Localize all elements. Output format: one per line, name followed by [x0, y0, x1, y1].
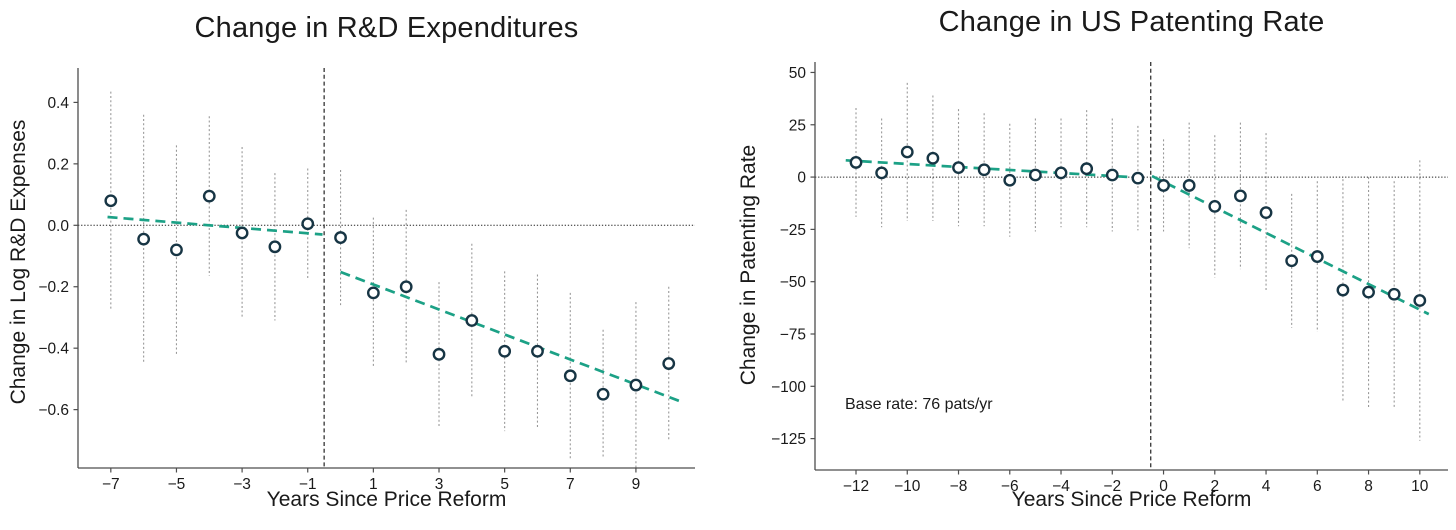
- data-point: [1362, 285, 1375, 299]
- chart-title-patents: Change in US Patenting Rate: [938, 6, 1325, 38]
- data-point: [875, 166, 889, 180]
- data-point: [977, 163, 991, 177]
- x-tick-label: 10: [1411, 478, 1429, 495]
- x-tick-label: −6: [1001, 478, 1019, 495]
- x-tick-label: 8: [1364, 478, 1373, 495]
- y-axis-label-patents: Change in Patenting Rate: [737, 144, 760, 386]
- data-point: [170, 243, 183, 257]
- data-point: [1080, 162, 1094, 176]
- x-tick-label: 9: [632, 476, 641, 493]
- chart-rd-expenditures: −7 −5 −3 −1 1 3 5 7 9 0.4 0.2 0.0 −0.2 −0.4 −0.6 Chang…: [7, 12, 695, 511]
- trend-line-post: [1151, 174, 1430, 316]
- data-point: [1259, 206, 1273, 220]
- y-tick-label: 0.0: [47, 218, 69, 235]
- x-axis-label-rd: Years Since Price Reform: [266, 488, 507, 511]
- data-point: [662, 357, 676, 370]
- chart-title-rd: Change in R&D Expenditures: [194, 12, 579, 44]
- data-point: [952, 161, 965, 175]
- trend-line-pre: [845, 158, 1149, 180]
- data-point: [563, 369, 577, 383]
- y-tick-label: −25: [780, 222, 806, 239]
- rd-expenditures-plot: −7 −5 −3 −1 1 3 5 7 9 0.4 0.2 0.0 −0.2 −0.4 −0.6: [38, 68, 695, 493]
- data-point: [235, 226, 249, 240]
- data-point: [137, 232, 151, 246]
- data-point: [202, 189, 216, 203]
- data-point: [629, 378, 643, 392]
- y-tick-label: −75: [780, 327, 806, 344]
- y-tick-label: −0.2: [38, 279, 69, 296]
- data-point: [1003, 173, 1017, 187]
- y-tick-label: 0.2: [47, 156, 69, 173]
- trend-line-pre: [107, 215, 323, 236]
- patenting-rate-plot: −12 −10 −8 −6 −4 −2 0 2 4 6 8 10 50 25 0 −25 −50 −75 −100 −…: [771, 62, 1448, 495]
- data-point: [399, 280, 413, 294]
- x-tick-label: 0: [1159, 478, 1168, 495]
- data-point: [1336, 283, 1350, 297]
- data-point: [1387, 287, 1401, 301]
- data-point: [1310, 250, 1324, 263]
- data-point: [596, 387, 610, 401]
- data-point: [465, 314, 479, 327]
- x-tick-label: 4: [1262, 478, 1271, 495]
- data-point: [268, 240, 282, 254]
- y-axis-label-rd: Change in Log R&D Expenses: [7, 119, 30, 405]
- x-tick-label: 6: [1313, 478, 1322, 495]
- x-tick-label: −2: [1103, 478, 1121, 495]
- x-tick-label: −4: [1052, 478, 1070, 495]
- y-tick-label: 50: [789, 65, 807, 82]
- data-point: [1413, 294, 1427, 307]
- data-point: [1105, 168, 1119, 182]
- x-tick-label: −1: [299, 476, 317, 493]
- y-tick-label: −50: [780, 274, 807, 291]
- x-tick-label: 3: [435, 476, 444, 493]
- x-tick-label: −5: [168, 476, 186, 493]
- y-tick-label: −100: [771, 379, 806, 396]
- data-point: [366, 286, 380, 300]
- y-tick-label: −125: [771, 431, 806, 448]
- x-tick-label: 7: [566, 476, 575, 493]
- data-point: [498, 344, 512, 358]
- data-point: [334, 231, 347, 244]
- data-point: [104, 194, 118, 208]
- chart-patenting-rate: −12 −10 −8 −6 −4 −2 0 2 4 6 8 10 50 25 0 −25 −50 −75 −100 −…: [728, 0, 1456, 530]
- x-tick-label: −10: [894, 478, 921, 495]
- data-point: [849, 156, 863, 169]
- data-point: [1182, 179, 1196, 192]
- y-tick-label: −0.6: [38, 402, 69, 419]
- y-tick-label: −0.4: [38, 341, 69, 358]
- data-point: [1028, 168, 1042, 182]
- x-tick-label: −8: [950, 478, 968, 495]
- x-tick-label: −12: [843, 478, 869, 495]
- x-tick-label: 1: [369, 476, 378, 493]
- y-tick-label: 25: [789, 117, 806, 134]
- x-tick-label: 2: [1210, 478, 1219, 495]
- data-point: [1131, 171, 1145, 185]
- y-tick-label: 0: [797, 170, 806, 187]
- x-tick-label: −3: [233, 476, 251, 493]
- trend-line-post: [340, 270, 683, 404]
- data-point: [432, 347, 446, 361]
- y-tick-label: 0.4: [47, 95, 69, 112]
- data-point: [1234, 189, 1247, 203]
- data-point: [531, 344, 544, 358]
- base-rate-annotation: Base rate: 76 pats/yr: [845, 396, 993, 413]
- x-tick-label: −7: [102, 476, 120, 493]
- data-point: [900, 145, 914, 159]
- data-point: [1054, 166, 1068, 180]
- x-axis-label-patents: Years Since Price Reform: [1011, 488, 1252, 511]
- data-point: [1285, 254, 1299, 268]
- data-point: [1208, 199, 1222, 213]
- data-point: [1157, 179, 1170, 192]
- data-point: [301, 217, 315, 231]
- x-tick-label: 5: [500, 476, 509, 493]
- data-point: [926, 151, 940, 165]
